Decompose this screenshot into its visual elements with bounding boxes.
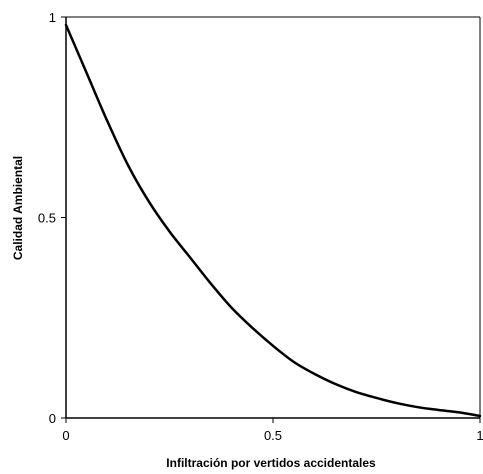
x-tick-label: 1 <box>476 428 483 443</box>
ticks <box>61 16 481 423</box>
y-tick-label: 0 <box>49 411 56 426</box>
axes <box>65 16 481 419</box>
y-axis-label: Calidad Ambiental <box>11 156 25 260</box>
y-tick-label: 0.5 <box>38 211 56 226</box>
x-tick-label: 0.5 <box>264 428 282 443</box>
y-tick-label: 1 <box>49 10 56 25</box>
series-line <box>64 23 482 418</box>
x-axis-label: Infiltración por vertidos accidentales <box>166 456 376 470</box>
tick-labels: 0 0.5 1 0 0.5 1 <box>38 10 483 443</box>
x-tick-label: 0 <box>62 428 69 443</box>
